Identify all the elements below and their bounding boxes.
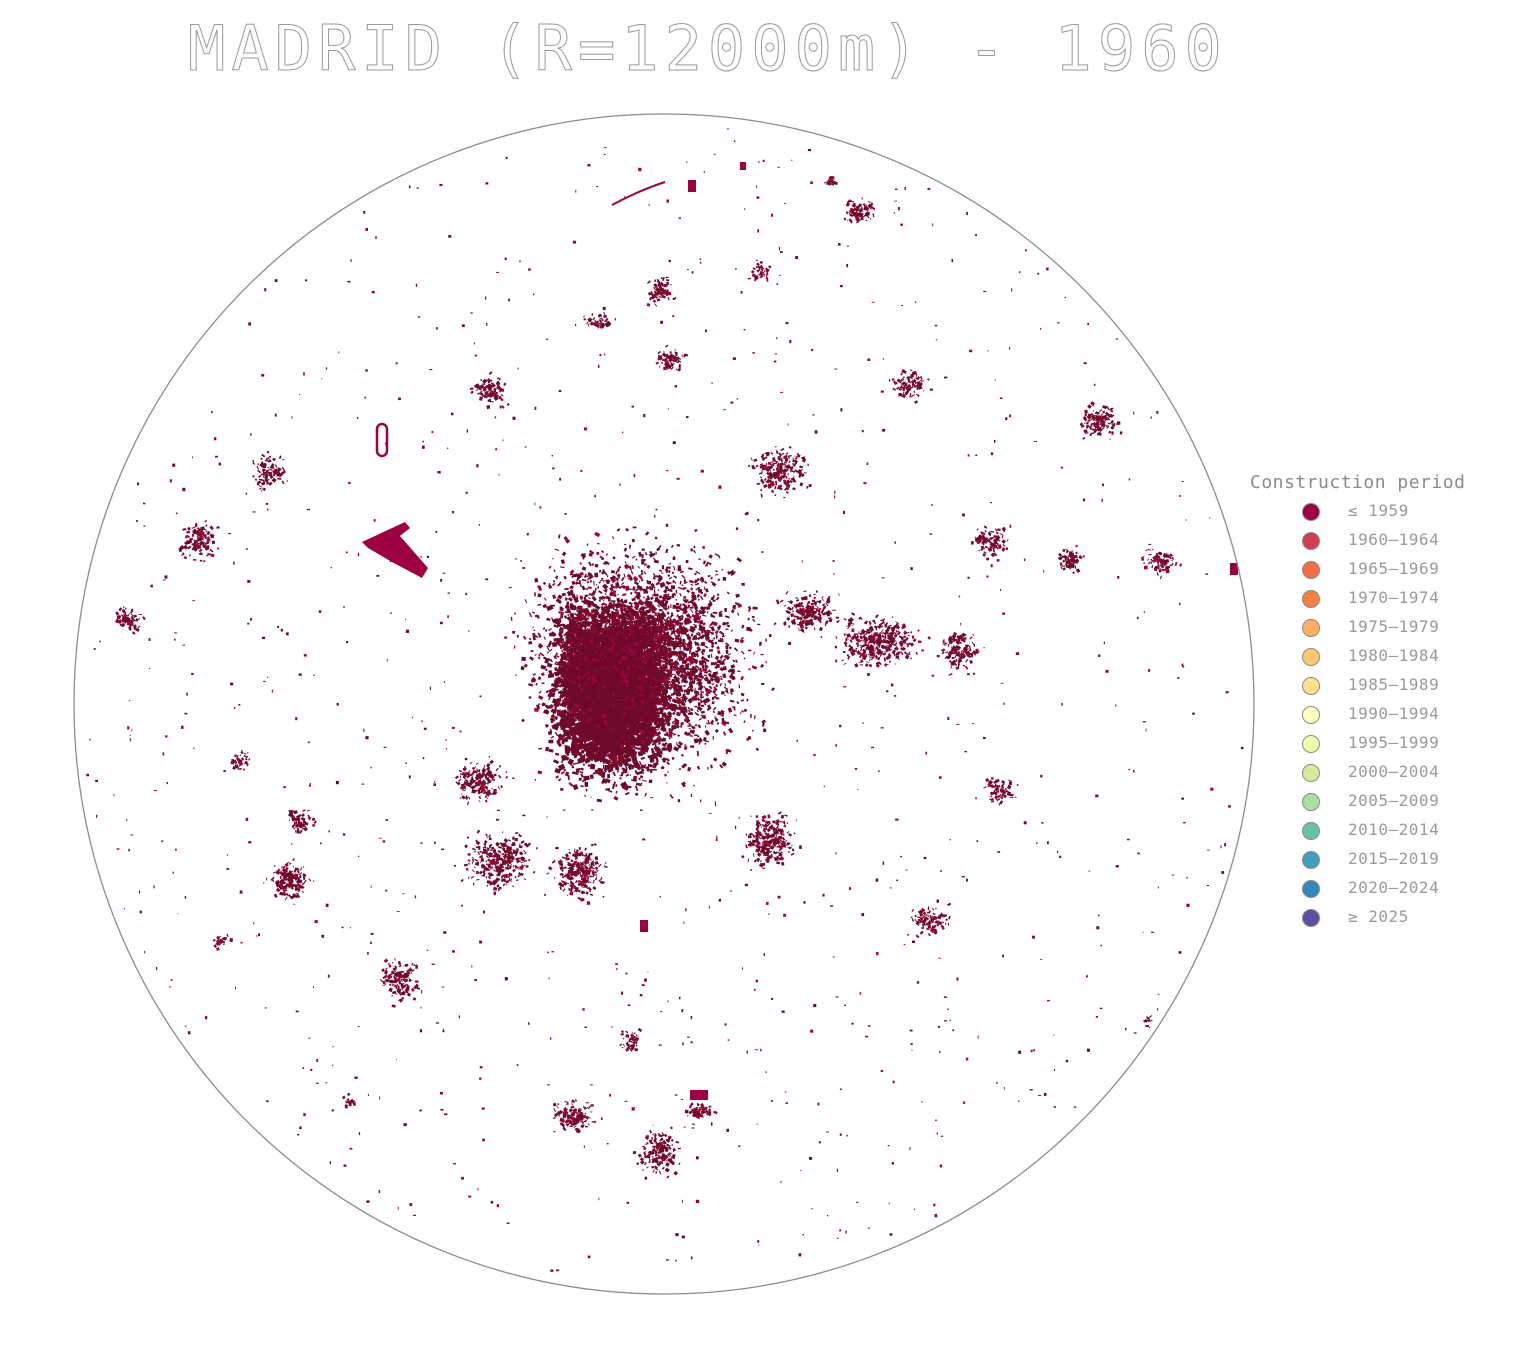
map-title-graphic: MADRID (R=12000m) - 1960 [188, 12, 1228, 86]
legend-item: 1970–1974 [1240, 586, 1502, 615]
legend-label: 1990–1994 [1348, 704, 1440, 723]
legend-label: 2005–2009 [1348, 791, 1440, 810]
legend-item: 1980–1984 [1240, 644, 1502, 673]
legend-swatch-icon [1302, 677, 1320, 695]
legend-label: 2010–2014 [1348, 820, 1440, 839]
legend-item: 1990–1994 [1240, 702, 1502, 731]
legend-item: ≤ 1959 [1240, 499, 1502, 528]
legend-item: 1975–1979 [1240, 615, 1502, 644]
legend-swatch-icon [1302, 735, 1320, 753]
legend-item: 2005–2009 [1240, 789, 1502, 818]
legend-swatch-icon [1302, 503, 1320, 521]
legend-label: 1970–1974 [1348, 588, 1440, 607]
map-title: MADRID (R=12000m) - 1960 [188, 12, 1228, 85]
legend-swatch-icon [1302, 706, 1320, 724]
legend: Construction period ≤ 1959 1960–1964 1965–… [1240, 472, 1502, 934]
legend-items: ≤ 1959 1960–1964 1965–1969 1970–1974 1975–19… [1240, 499, 1502, 934]
legend-item: 2000–2004 [1240, 760, 1502, 789]
legend-label: 1995–1999 [1348, 733, 1440, 752]
legend-label: ≤ 1959 [1348, 501, 1409, 520]
legend-swatch-icon [1302, 793, 1320, 811]
legend-swatch-icon [1302, 619, 1320, 637]
radius-boundary-circle [73, 113, 1255, 1295]
legend-item: 1995–1999 [1240, 731, 1502, 760]
legend-item: 2020–2024 [1240, 876, 1502, 905]
legend-swatch-icon [1302, 648, 1320, 666]
legend-item: ≥ 2025 [1240, 905, 1502, 934]
legend-label: 2000–2004 [1348, 762, 1440, 781]
legend-swatch-icon [1302, 561, 1320, 579]
legend-item: 1965–1969 [1240, 557, 1502, 586]
building-footprints [86, 128, 1244, 1272]
legend-label: 1975–1979 [1348, 617, 1440, 636]
legend-swatch-icon [1302, 764, 1320, 782]
legend-swatch-icon [1302, 822, 1320, 840]
legend-label: ≥ 2025 [1348, 907, 1409, 926]
legend-label: 2020–2024 [1348, 878, 1440, 897]
legend-swatch-icon [1302, 532, 1320, 550]
legend-item: 2015–2019 [1240, 847, 1502, 876]
legend-swatch-icon [1302, 880, 1320, 898]
legend-item: 2010–2014 [1240, 818, 1502, 847]
legend-item: 1960–1964 [1240, 528, 1502, 557]
legend-title: Construction period [1250, 472, 1466, 493]
legend-label: 1960–1964 [1348, 530, 1440, 549]
legend-label: 2015–2019 [1348, 849, 1440, 868]
legend-swatch-icon [1302, 851, 1320, 869]
legend-item: 1985–1989 [1240, 673, 1502, 702]
legend-label: 1985–1989 [1348, 675, 1440, 694]
legend-label: 1980–1984 [1348, 646, 1440, 665]
legend-label: 1965–1969 [1348, 559, 1440, 578]
legend-swatch-icon [1302, 590, 1320, 608]
legend-swatch-icon [1302, 909, 1320, 927]
